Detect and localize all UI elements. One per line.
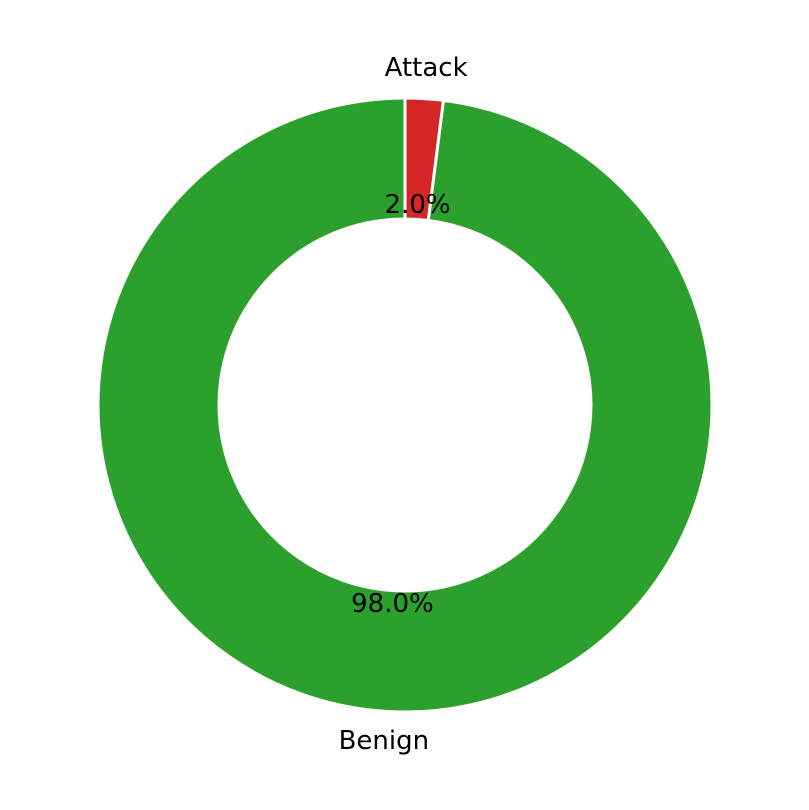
pct-label-benign: 98.0%: [351, 589, 434, 619]
slice-label-attack: Attack: [385, 53, 468, 83]
slice-benign: [96, 96, 714, 714]
slice-label-benign: Benign: [339, 726, 430, 756]
donut-slices: [96, 96, 714, 714]
pct-label-attack: 2.0%: [385, 190, 451, 220]
donut-labels: Attack 2.0% Benign 98.0%: [339, 53, 468, 756]
